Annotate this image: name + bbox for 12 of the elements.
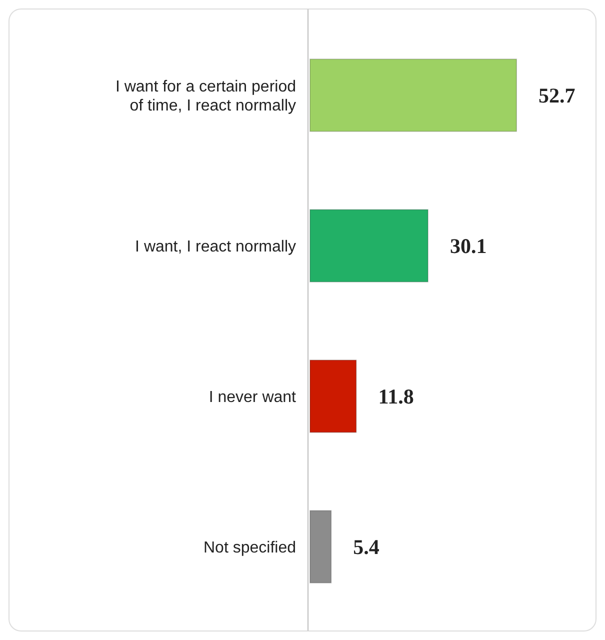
y-tick-label: I want for a certain period of time, I react normally [115, 78, 296, 114]
data-label: 52.7 [538, 84, 576, 108]
y-tick-label: I never want [208, 388, 297, 406]
bar [310, 510, 332, 584]
bar [310, 58, 518, 132]
bar [310, 209, 428, 282]
data-label: 11.8 [378, 384, 414, 409]
bar [310, 360, 357, 433]
y-tick-label: Not specified [204, 539, 296, 556]
data-label: 30.1 [450, 234, 487, 258]
data-label: 5.4 [353, 535, 380, 560]
y-tick-label: I want, I react normally [135, 238, 296, 256]
